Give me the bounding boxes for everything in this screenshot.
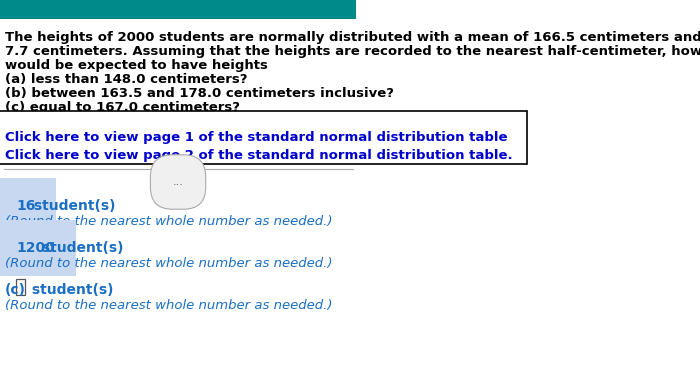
Text: Click here to view page 2 of the standard normal distribution table.: Click here to view page 2 of the standar… (5, 149, 512, 162)
Text: 16: 16 (16, 199, 36, 213)
Text: would be expected to have heights: would be expected to have heights (5, 59, 268, 72)
Text: ...: ... (173, 177, 183, 187)
Text: (Round to the nearest whole number as needed.): (Round to the nearest whole number as ne… (5, 257, 332, 270)
Text: (c) equal to 167.0 centimeters?: (c) equal to 167.0 centimeters? (5, 101, 240, 114)
Text: (Round to the nearest whole number as needed.): (Round to the nearest whole number as ne… (5, 215, 332, 228)
Text: (c): (c) (5, 283, 26, 297)
Text: student(s): student(s) (27, 283, 114, 297)
Text: (d) greater than or equal to 186.0 centimeters?: (d) greater than or equal to 186.0 centi… (5, 115, 362, 128)
Text: (b): (b) (5, 241, 28, 255)
Text: (a) less than 148.0 centimeters?: (a) less than 148.0 centimeters? (5, 73, 248, 86)
FancyBboxPatch shape (16, 279, 25, 295)
Text: student(s): student(s) (29, 199, 116, 213)
Text: 7.7 centimeters. Assuming that the heights are recorded to the nearest half-cent: 7.7 centimeters. Assuming that the heigh… (5, 45, 700, 58)
Text: student(s): student(s) (36, 241, 123, 255)
Text: 1200: 1200 (16, 241, 55, 255)
FancyBboxPatch shape (0, 0, 356, 19)
Text: Click here to view page 1 of the standard normal distribution table: Click here to view page 1 of the standar… (5, 131, 507, 144)
Text: (Round to the nearest whole number as needed.): (Round to the nearest whole number as ne… (5, 299, 332, 312)
Text: (a): (a) (5, 199, 27, 213)
Text: (b) between 163.5 and 178.0 centimeters inclusive?: (b) between 163.5 and 178.0 centimeters … (5, 87, 394, 100)
Text: The heights of 2000 students are normally distributed with a mean of 166.5 centi: The heights of 2000 students are normall… (5, 31, 700, 44)
